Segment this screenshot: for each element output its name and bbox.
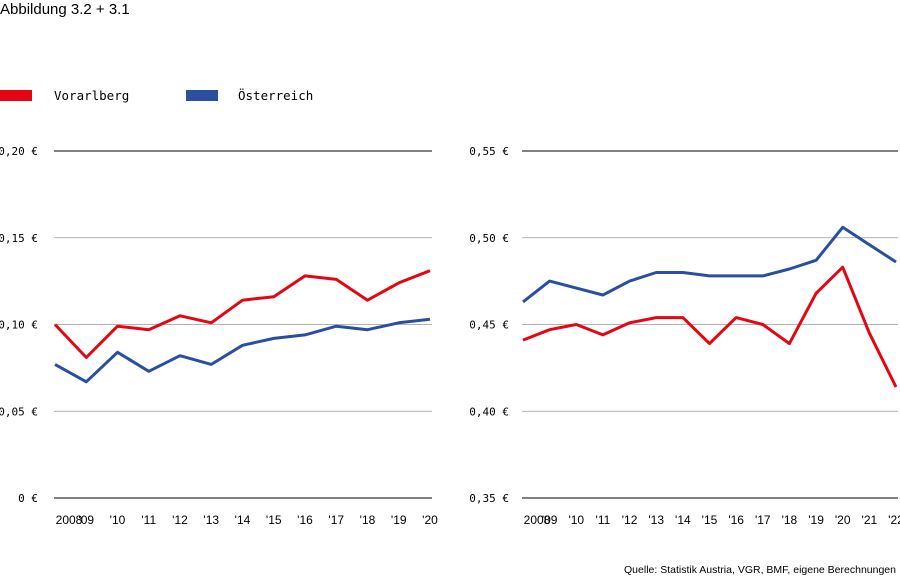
chart1-xtick-label: '10	[110, 513, 126, 527]
chart2-xtick-label: '13	[648, 513, 664, 527]
legend-label-oesterreich: Österreich	[238, 88, 314, 103]
chart2-xtick-label: '14	[675, 513, 691, 527]
chart1-series-line-oesterreich	[54, 317, 431, 384]
chart1-xtick-label: '17	[328, 513, 344, 527]
chart2-ytick-label: 0,55 €	[469, 145, 509, 158]
chart1-ytick-label: 0,05 €	[0, 405, 38, 418]
chart1-xtick-label: '16	[297, 513, 313, 527]
chart2-xtick-label: 2008	[524, 513, 551, 527]
chart1-series-line-vorarlberg	[53, 269, 431, 359]
chart2-xtick-label: '18	[782, 513, 798, 527]
chart2-ytick-label: 0,35 €	[469, 492, 509, 505]
chart1-xtick-label: '12	[172, 513, 188, 527]
chart1-xtick-label: '09	[78, 513, 94, 527]
chart1-xtick-label: '19	[391, 513, 407, 527]
chart2-xtick-label: '21	[862, 513, 878, 527]
chart1-xtick-label: '18	[360, 513, 376, 527]
chart1-xtick-label: '20	[422, 513, 438, 527]
chart2-series-line-oesterreich	[522, 225, 897, 304]
chart2-ytick-label: 0,45 €	[469, 319, 509, 332]
chart1-ytick-label: 0,10 €	[0, 319, 38, 332]
chart2-xtick-label: '22	[888, 513, 900, 527]
chart1-xtick-label: '15	[266, 513, 282, 527]
chart2-xtick-label: '10	[568, 513, 584, 527]
chart1-xtick-label: '13	[203, 513, 219, 527]
chart-title: Abbildung 3.2 + 3.1	[0, 1, 130, 18]
chart2-xtick-label: '20	[835, 513, 851, 527]
chart2-xtick-label: '12	[622, 513, 638, 527]
chart2-xtick-label: '11	[596, 513, 611, 527]
chart2-xtick-label: '19	[808, 513, 824, 527]
legend-swatch-vorarlberg	[0, 90, 32, 101]
chart1-ytick-label: 0,20 €	[0, 145, 38, 158]
chart2-series-line-vorarlberg	[522, 265, 898, 388]
source-note: Quelle: Statistik Austria, VGR, BMF, eig…	[624, 564, 896, 576]
legend-label-vorarlberg: Vorarlberg	[54, 88, 130, 103]
chart1-xtick-label: '14	[235, 513, 251, 527]
chart2-ytick-label: 0,40 €	[469, 405, 509, 418]
chart1-ytick-label: 0,15 €	[0, 232, 38, 245]
chart1-ytick-label: 0 €	[18, 492, 38, 505]
chart2-xtick-label: '16	[728, 513, 744, 527]
chart1-xtick-label: 2008	[56, 513, 83, 527]
chart2-xtick-label: '15	[702, 513, 718, 527]
chart2-xtick-label: '17	[755, 513, 771, 527]
chart2-ytick-label: 0,50 €	[469, 232, 509, 245]
legend-swatch-oesterreich	[186, 90, 218, 101]
chart1-xtick-label: '11	[141, 513, 156, 527]
chart2-xtick-label: '09	[542, 513, 558, 527]
